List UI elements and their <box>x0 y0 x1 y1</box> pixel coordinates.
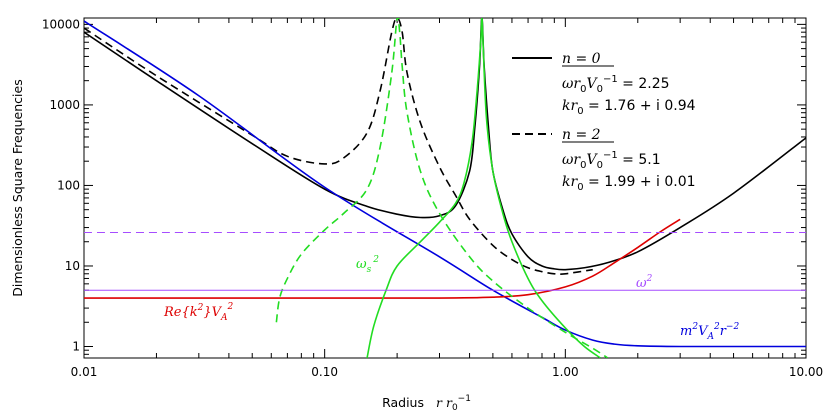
legend-n2-omega: ωr0V0−1 = 5.1 <box>562 150 661 171</box>
series-alfven <box>84 20 806 348</box>
x-axis-title-word: Radius <box>382 395 424 410</box>
legend-n0-kr: kr0 = 1.76 + i 0.94 <box>562 98 696 117</box>
series-n0_solid <box>84 18 806 271</box>
x-tick-label: 0.10 <box>311 365 338 379</box>
legend: n = 0 ωr0V0−1 = 2.25 kr0 = 1.76 + i 0.94… <box>512 51 696 193</box>
y-tick-label: 10 <box>65 259 80 273</box>
legend-n0-omega: ωr0V0−1 = 2.25 <box>562 74 670 95</box>
x-tick-label: 1.00 <box>552 365 579 379</box>
y-tick-label: 10000 <box>42 17 80 31</box>
legend-n2-label: n = 2 <box>562 127 601 143</box>
plot-frame <box>83 17 807 359</box>
series-omega_s2_dashed <box>275 18 609 358</box>
series-n2_dashed <box>84 18 593 275</box>
x-axis-math: r r <box>436 395 453 410</box>
label-m2va2r-2: m2VA2r−2 <box>680 322 739 342</box>
x-tick-label: 10.00 <box>789 365 823 379</box>
tick-labels: 0.01 0.10 1.00 10.00 1 10 100 1000 10000 <box>42 17 823 379</box>
series-layer <box>84 18 806 358</box>
legend-n0-label: n = 0 <box>562 51 601 67</box>
y-tick-label: 1000 <box>49 98 80 112</box>
x-axis-math-sub: 0 <box>452 403 458 413</box>
y-tick-label: 100 <box>57 178 80 192</box>
legend-n2-kr: kr0 = 1.99 + i 0.01 <box>562 174 696 193</box>
y-tick-label: 1 <box>72 340 80 354</box>
label-rek2va2: Re{k2}VA2 <box>163 302 234 323</box>
series-rek2va2 <box>84 218 681 299</box>
x-tick-label: 0.01 <box>71 365 98 379</box>
y-axis-title: Dimensionless Square Frequencies <box>10 79 25 296</box>
x-axis-title-math: r r0−1 <box>436 394 471 413</box>
label-omega2: ω2 <box>636 274 653 291</box>
x-axis-title: Radius <box>382 395 424 410</box>
label-omega-s2: ωs2 <box>356 255 379 275</box>
x-axis-math-sup: −1 <box>458 394 471 404</box>
